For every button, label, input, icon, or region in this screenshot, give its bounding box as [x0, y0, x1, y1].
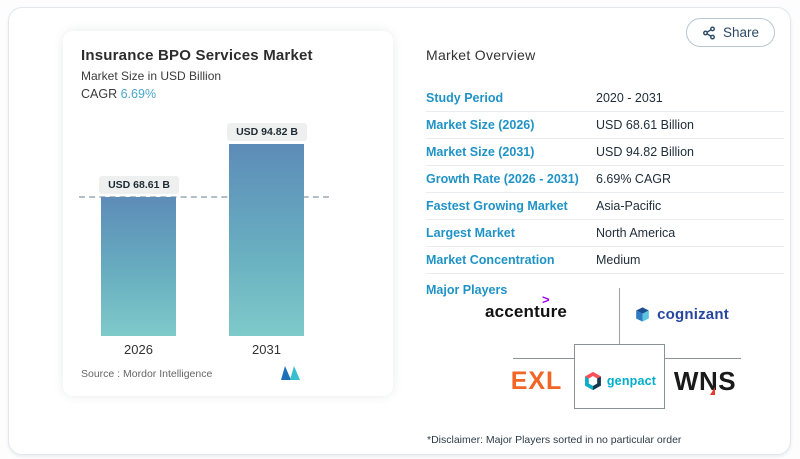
row-value: Asia-Pacific: [596, 199, 662, 213]
overview-title: Market Overview: [426, 47, 536, 63]
exl-wordmark: EXL: [510, 366, 563, 395]
table-row: Growth Rate (2026 - 2031) 6.69% CAGR: [426, 166, 784, 193]
x-tick-2031: 2031: [252, 342, 281, 357]
cognizant-wordmark: cognizant: [657, 305, 729, 323]
wns-wordmark: WNS: [673, 365, 737, 396]
row-label: Market Size (2031): [426, 145, 535, 159]
cognizant-gem-icon: [633, 305, 652, 324]
share-icon: [702, 25, 716, 40]
table-row: Largest Market North America: [426, 220, 784, 247]
chart-card: Insurance BPO Services Market Market Siz…: [63, 31, 393, 396]
genpact-wordmark: genpact: [606, 374, 657, 388]
chart-cagr: CAGR 6.69%: [81, 87, 156, 101]
cagr-value: 6.69%: [120, 87, 157, 101]
row-value: Medium: [596, 253, 641, 267]
wns-logo: WNS: [669, 363, 741, 399]
chart-subtitle: Market Size in USD Billion: [81, 69, 222, 83]
wns-red-accent-icon: [709, 386, 715, 395]
row-value: North America: [596, 226, 676, 240]
players-vertical-divider: [619, 288, 620, 344]
row-label: Market Size (2026): [426, 118, 535, 132]
accenture-logo: accenture >: [461, 292, 591, 327]
genpact-logo: genpact: [575, 364, 664, 398]
row-label: Market Concentration: [426, 253, 555, 267]
table-row: Fastest Growing Market Asia-Pacific: [426, 193, 784, 220]
row-label: Growth Rate (2026 - 2031): [426, 172, 579, 186]
row-label: Fastest Growing Market: [426, 199, 568, 213]
source-label: Source :: [81, 368, 121, 380]
row-label: Study Period: [426, 91, 504, 105]
accenture-wordmark: accenture >: [484, 292, 568, 321]
x-tick-2026: 2026: [124, 342, 153, 357]
overview-table: Study Period 2020 - 2031 Market Size (20…: [426, 85, 784, 274]
share-button-label: Share: [722, 25, 759, 40]
source-line: Source : Mordor Intelligence: [81, 368, 212, 380]
major-players-label: Major Players: [426, 283, 508, 297]
genpact-hexagon-icon: [583, 371, 603, 391]
bar-2026: [101, 197, 176, 336]
row-value: USD 94.82 Billion: [596, 145, 694, 159]
share-button[interactable]: Share: [685, 18, 775, 47]
row-value: USD 68.61 Billion: [596, 118, 694, 132]
players-horizontal-line-right: [665, 358, 741, 359]
players-horizontal-line-left: [513, 358, 574, 359]
bar-label-2031: USD 94.82 B: [227, 123, 307, 141]
source-value: Mordor Intelligence: [123, 368, 213, 380]
row-value: 2020 - 2031: [596, 91, 663, 105]
cognizant-logo: cognizant: [621, 299, 741, 329]
disclaimer-text: *Disclaimer: Major Players sorted in no …: [427, 434, 682, 446]
chart-title: Insurance BPO Services Market: [81, 47, 313, 64]
row-value: 6.69% CAGR: [596, 172, 672, 186]
table-row: Study Period 2020 - 2031: [426, 85, 784, 112]
bar-label-2026: USD 68.61 B: [99, 176, 179, 194]
table-row: Market Size (2031) USD 94.82 Billion: [426, 139, 784, 166]
mordor-intelligence-logo-icon: [281, 366, 301, 386]
table-row: Market Size (2026) USD 68.61 Billion: [426, 112, 784, 139]
row-label: Largest Market: [426, 226, 515, 240]
table-row: Market Concentration Medium: [426, 247, 784, 274]
bar-2031: [229, 144, 304, 336]
cagr-label: CAGR: [81, 87, 118, 101]
reference-dashed-line: [79, 196, 329, 198]
exl-logo: EXL: [504, 364, 569, 398]
market-overview-card: Share Insurance BPO Services Market Mark…: [8, 7, 791, 455]
accenture-chevron-icon: >: [541, 292, 550, 307]
